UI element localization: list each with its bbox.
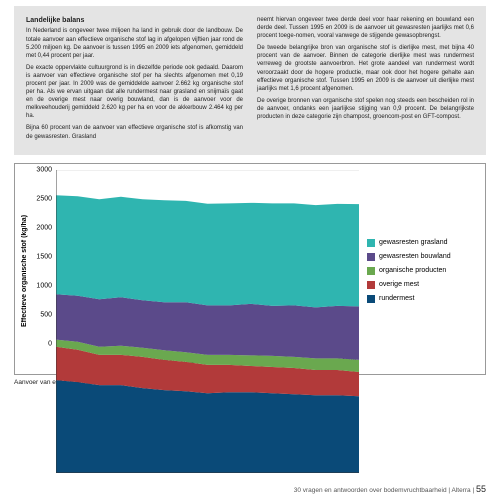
para: In Nederland is ongeveer twee miljoen ha… (26, 27, 243, 59)
legend-label: overige mest (379, 281, 419, 288)
para: Bijna 60 procent van de aanvoer van effe… (26, 124, 243, 140)
legend-label: gewasresten bouwland (379, 253, 451, 260)
chart-container: Effectieve organische stof (kg/ha) 0 500 1… (14, 163, 486, 375)
para: De tweede belangrijke bron van organisch… (257, 44, 474, 93)
y-tick-label: 3000 (36, 166, 52, 173)
legend-swatch (367, 239, 375, 247)
page-number: 55 (476, 484, 486, 494)
legend-item-rundermest: rundermest (367, 295, 481, 303)
text-column-right: neemt hiervan ongeveer twee derde deel v… (257, 16, 474, 145)
y-tick-label: 1000 (36, 282, 52, 289)
page-footer: 30 vragen en antwoorden over bodemvrucht… (14, 484, 486, 494)
legend-item-gewasresten_grasland: gewasresten grasland (367, 239, 481, 247)
y-axis-ticks: 050010001500200025003000 (30, 170, 54, 344)
legend-swatch (367, 253, 375, 261)
plot-area: 050010001500200025003000 (30, 170, 359, 358)
plot-column: 050010001500200025003000 199519961997199… (30, 170, 359, 372)
text-column-left: Landelijke balans In Nederland is ongeve… (26, 16, 243, 145)
chart-main: 050010001500200025003000 199519961997199… (30, 170, 481, 372)
para: De overige bronnen van organische stof s… (257, 97, 474, 121)
y-tick-label: 0 (48, 340, 52, 347)
y-axis-label: Effectieve organische stof (kg/ha) (19, 170, 30, 372)
y-tick-label: 500 (40, 311, 52, 318)
legend-label: rundermest (379, 295, 414, 302)
text-box: Landelijke balans In Nederland is ongeve… (14, 6, 486, 155)
area-gewasresten_grasland (56, 195, 359, 307)
legend: gewasresten grasland gewasresten bouwland… (359, 170, 481, 372)
y-tick-label: 1500 (36, 253, 52, 260)
page-root: Landelijke balans In Nederland is ongeve… (0, 0, 500, 500)
para: De exacte oppervlakte cultuurgrond is in… (26, 64, 243, 121)
footer-title: 30 vragen en antwoorden over bodemvrucht… (294, 487, 471, 494)
y-tick-label: 2000 (36, 224, 52, 231)
legend-swatch (367, 295, 375, 303)
text-heading: Landelijke balans (26, 16, 243, 25)
y-tick-label: 2500 (36, 195, 52, 202)
legend-label: gewasresten grasland (379, 239, 448, 246)
stacked-area-svg (56, 170, 359, 473)
legend-item-organische_producten: organische producten (367, 267, 481, 275)
para: neemt hiervan ongeveer twee derde deel v… (257, 16, 474, 40)
legend-swatch (367, 267, 375, 275)
legend-item-overige_mest: overige mest (367, 281, 481, 289)
legend-item-gewasresten_bouwland: gewasresten bouwland (367, 253, 481, 261)
legend-label: organische producten (379, 267, 446, 274)
legend-swatch (367, 281, 375, 289)
